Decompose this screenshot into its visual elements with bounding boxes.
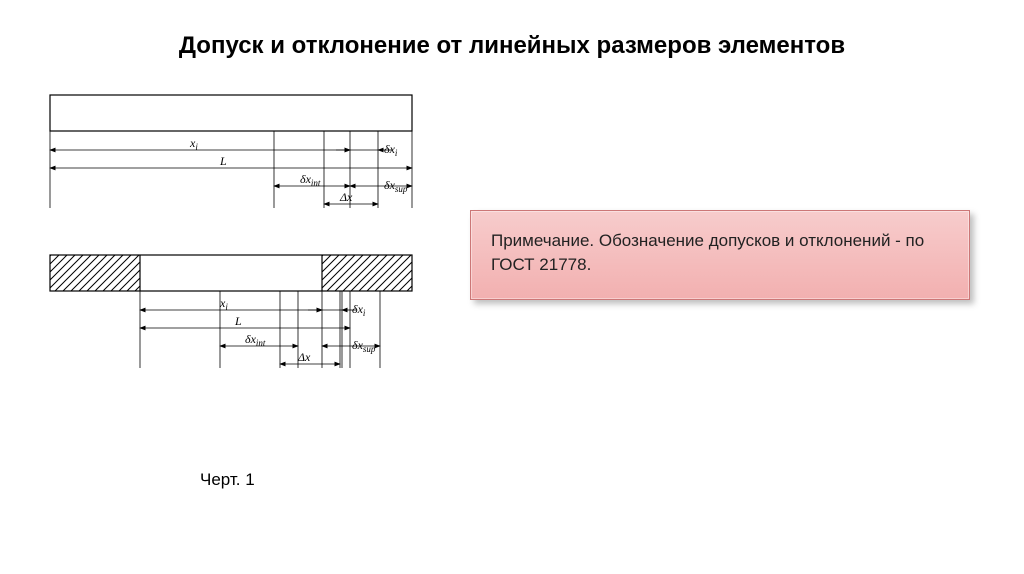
svg-text:L: L — [234, 314, 242, 328]
note-text: Примечание. Обозначение допусков и откло… — [491, 231, 924, 274]
figure-caption: Черт. 1 — [200, 470, 255, 490]
svg-text:δxsup: δxsup — [352, 338, 376, 354]
svg-text:δxsup: δxsup — [384, 178, 408, 194]
tolerance-diagram: xi Lδxi δxint δxsup Δx xi Lδxi δxint δxsup Δx — [40, 90, 460, 470]
svg-text:Δx: Δx — [339, 190, 353, 204]
svg-text:xi: xi — [189, 136, 198, 152]
note-box: Примечание. Обозначение допусков и откло… — [470, 210, 970, 300]
svg-text:δxi: δxi — [384, 142, 398, 158]
svg-text:δxi: δxi — [352, 302, 366, 318]
page-title: Допуск и отклонение от линейных размеров… — [0, 32, 1024, 60]
svg-text:xi: xi — [219, 296, 228, 312]
svg-text:δxint: δxint — [300, 172, 321, 188]
svg-text:δxint: δxint — [245, 332, 266, 348]
svg-text:L: L — [219, 154, 227, 168]
svg-text:Δx: Δx — [297, 350, 311, 364]
